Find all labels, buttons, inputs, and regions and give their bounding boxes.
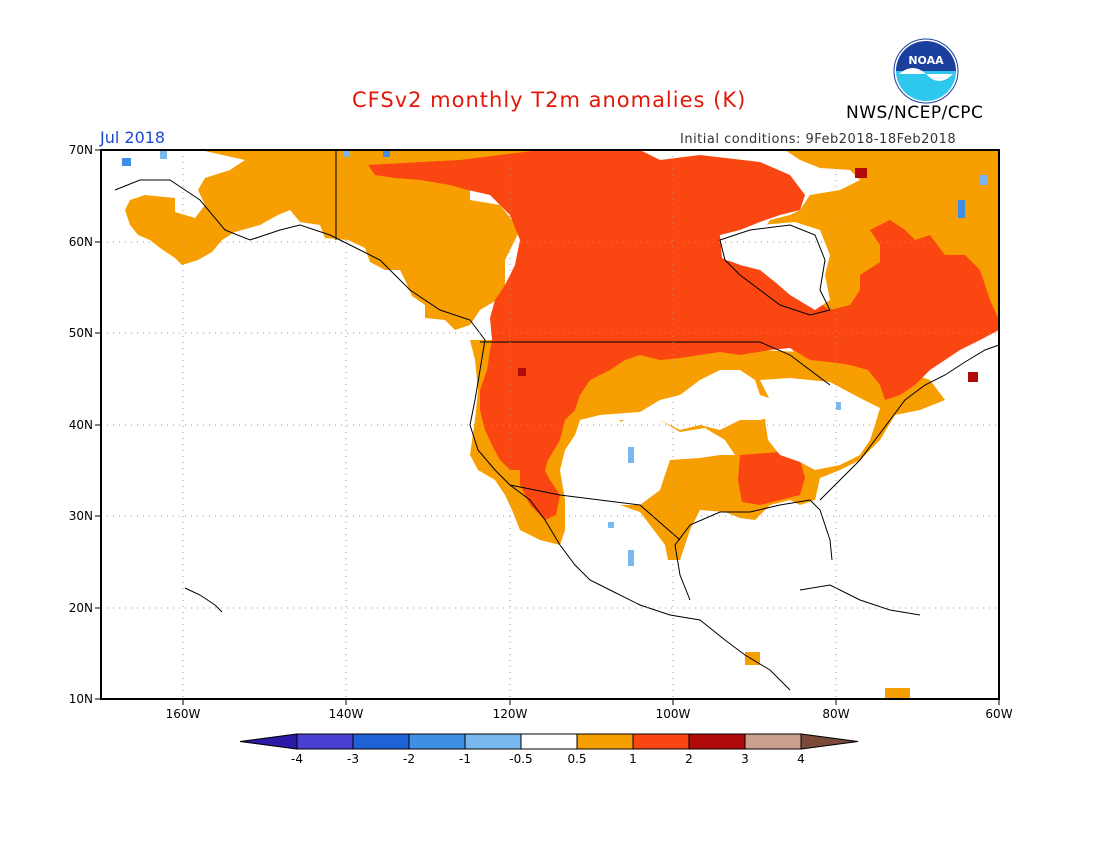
anomaly-region-blue: [958, 200, 965, 218]
colorbar-label: -4: [291, 752, 303, 766]
anomaly-region-orange: [125, 150, 540, 330]
coastline-hudson: [719, 224, 831, 316]
colorbar-label: 2: [685, 752, 693, 766]
near-normal-region: [760, 378, 880, 470]
colorbar-label: 1: [629, 752, 637, 766]
agency-label: NWS/NCEP/CPC: [846, 103, 984, 123]
anomaly-region-blue: [160, 150, 167, 159]
coastline-east: [819, 344, 999, 501]
colorbar-label: -1: [459, 752, 471, 766]
lat-label: 60N: [69, 235, 93, 249]
colorbar-label: 4: [797, 752, 805, 766]
anomaly-region-darkred: [518, 368, 526, 376]
anomaly-region-blue: [383, 150, 390, 157]
anomaly-region-blue: [628, 550, 634, 566]
colorbar-label: 3: [741, 752, 749, 766]
colorbar-label: -0.5: [509, 752, 532, 766]
lat-labels: 70N 60N 50N 40N 30N 20N 10N: [69, 143, 93, 706]
hawaii: [184, 587, 223, 613]
lon-label: 60W: [985, 707, 1012, 721]
lat-label: 40N: [69, 418, 93, 432]
anomaly-region-red: [738, 452, 805, 505]
forecast-month: Jul 2018: [100, 128, 166, 147]
colorbar-segment: [744, 733, 802, 750]
colorbar-segment: [296, 733, 354, 750]
noaa-logo-icon: NOAA: [893, 38, 959, 104]
anomaly-region-blue: [980, 175, 987, 185]
anomaly-region-blue: [122, 158, 131, 166]
colorbar-label: -2: [403, 752, 415, 766]
lat-label: 50N: [69, 326, 93, 340]
colorbar: [239, 733, 859, 750]
anomaly-region-orange: [885, 688, 910, 699]
lat-label: 30N: [69, 509, 93, 523]
border-usa-canada: [480, 341, 831, 386]
anomaly-region-red: [520, 460, 560, 520]
anomaly-region-blue: [836, 402, 841, 410]
colorbar-segment: [520, 733, 578, 750]
colorbar-arrow-high: [800, 733, 859, 750]
near-normal-region: [598, 418, 735, 505]
colorbar-segment: [688, 733, 746, 750]
lat-label: 70N: [69, 143, 93, 157]
lon-label: 80W: [822, 707, 849, 721]
coastline-west: [114, 179, 791, 691]
lon-label: 160W: [166, 707, 201, 721]
lon-label: 140W: [329, 707, 364, 721]
anomaly-region-darkred: [968, 372, 978, 382]
anomaly-region-blue: [343, 150, 350, 157]
border-usa-mexico: [509, 484, 681, 541]
colorbar-segment: [464, 733, 522, 750]
lon-label: 100W: [656, 707, 691, 721]
anomaly-region-darkred: [855, 168, 867, 178]
lat-label: 20N: [69, 601, 93, 615]
lon-labels: 160W 140W 120W 100W 80W 60W: [166, 707, 1013, 721]
anomaly-fields: [101, 150, 999, 699]
coastlines: [114, 150, 999, 691]
anomaly-region-red: [368, 150, 999, 480]
logo-text: NOAA: [908, 54, 944, 67]
colorbar-segment: [632, 733, 690, 750]
anomaly-region-blue: [628, 447, 634, 463]
initial-conditions: Initial conditions: 9Feb2018-18Feb2018: [680, 132, 957, 147]
map-title: CFSv2 monthly T2m anomalies (K): [352, 88, 747, 112]
coastline-gulf: [674, 499, 833, 601]
colorbar-segment: [352, 733, 410, 750]
axis-ticks: [95, 149, 1000, 705]
colorbar-arrow-low: [239, 733, 298, 750]
anomaly-region-blue: [608, 522, 614, 528]
colorbar-labels: -4 -3 -2 -1 -0.5 0.5 1 2 3 4: [291, 752, 805, 766]
lon-label: 120W: [493, 707, 528, 721]
colorbar-segment: [576, 733, 634, 750]
colorbar-segment: [408, 733, 466, 750]
caribbean: [799, 584, 921, 616]
colorbar-label: 0.5: [567, 752, 586, 766]
lat-label: 10N: [69, 692, 93, 706]
colorbar-label: -3: [347, 752, 359, 766]
near-normal-region: [720, 222, 830, 310]
